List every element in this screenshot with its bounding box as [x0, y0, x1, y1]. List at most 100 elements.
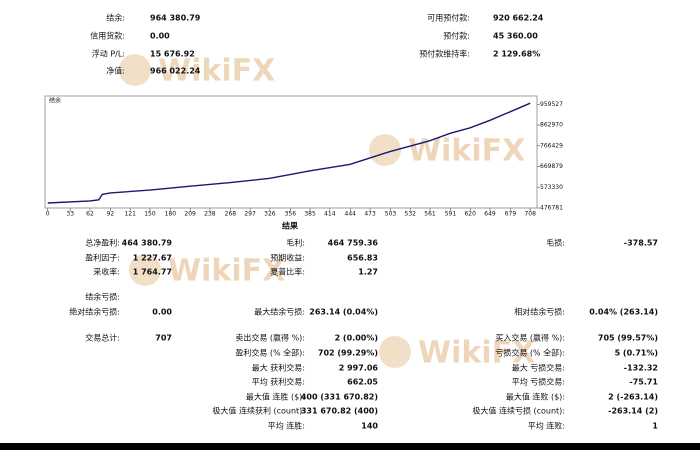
summary-value: 966 022.24 — [150, 67, 201, 76]
summary-label: 可用预付款: — [427, 13, 470, 23]
summary-value: 2 129.68% — [493, 50, 540, 59]
result-value: 705 (99.57%) — [598, 334, 658, 343]
summary-value: 15 676.92 — [150, 50, 195, 59]
x-tick-label: 297 — [244, 211, 256, 218]
x-tick-label: 591 — [445, 211, 457, 218]
result-value: 656.83 — [347, 254, 378, 263]
x-tick-label: 326 — [264, 211, 276, 218]
chart-frame — [44, 95, 538, 209]
watermark-logo — [379, 336, 411, 368]
y-tick-label: 669879 — [540, 163, 563, 170]
result-label: 平均 连胜: — [268, 421, 305, 431]
watermark: WikiFX — [408, 134, 525, 169]
y-tick-label: 476781 — [540, 205, 563, 212]
result-label: 绝对结余亏损: — [69, 307, 120, 317]
result-label: 最大 亏损交易: — [512, 363, 565, 373]
summary-label: 净值: — [106, 66, 125, 76]
summary-label: 预付款: — [443, 31, 470, 41]
result-value: 1 764.77 — [133, 268, 172, 277]
result-value: 702 (99.29%) — [318, 349, 378, 358]
x-tick-label: 649 — [484, 211, 496, 218]
watermark-logo — [129, 254, 161, 286]
watermark-logo — [119, 54, 151, 86]
summary-value: 920 662.24 — [493, 14, 544, 23]
result-label: 平均 连败: — [528, 421, 565, 431]
summary-label: 浮动 P/L: — [92, 49, 125, 59]
summary-value: 0.00 — [150, 32, 170, 41]
result-value: 662.05 — [347, 378, 378, 387]
result-label: 盈利因子: — [85, 253, 120, 263]
result-value: -378.57 — [624, 239, 658, 248]
result-label: 毛利: — [286, 238, 305, 248]
result-label: 最大值 连败 ($): — [506, 392, 565, 402]
result-value: -263.14 (2) — [608, 407, 658, 416]
watermark: WikiFX — [168, 254, 285, 289]
result-label: 交易总计: — [85, 333, 120, 343]
result-value: 331 670.82 (400) — [301, 407, 378, 416]
balance-line — [47, 102, 531, 204]
result-label: 最大结余亏损: — [254, 307, 305, 317]
summary-label: 结余: — [106, 13, 125, 23]
x-tick-label: 679 — [505, 211, 517, 218]
result-value: 140 — [361, 422, 378, 431]
result-label: 极大值 连续亏损 (count): — [472, 406, 565, 416]
summary-label: 预付款维持率: — [419, 49, 470, 59]
result-value: 2 (0.00%) — [335, 334, 378, 343]
y-tick-label: 862970 — [540, 122, 563, 129]
result-label: 卖出交易 (赢得 %): — [235, 333, 305, 343]
result-label: 平均 获利交易: — [252, 377, 305, 387]
watermark: WikiFX — [158, 54, 275, 89]
x-tick-label: 356 — [285, 211, 297, 218]
x-tick-label: 473 — [364, 211, 376, 218]
result-label: 盈利交易 (% 全部): — [235, 348, 305, 358]
result-label: 平均 亏损交易: — [512, 377, 565, 387]
x-tick-label: 0 — [46, 211, 50, 218]
x-tick-label: 385 — [304, 211, 316, 218]
result-value: 707 — [155, 334, 172, 343]
x-tick-label: 268 — [225, 211, 237, 218]
y-tick-label: 573330 — [540, 184, 563, 191]
result-value: 263.14 (0.04%) — [309, 308, 378, 317]
x-tick-label: 561 — [424, 211, 436, 218]
x-tick-label: 620 — [464, 211, 476, 218]
summary-label: 信用货款: — [90, 31, 125, 41]
bottom-bar — [0, 443, 700, 450]
x-tick-label: 532 — [405, 211, 417, 218]
x-tick-label: 209 — [184, 211, 196, 218]
x-tick-label: 150 — [144, 211, 156, 218]
result-value: 2 (-263.14) — [608, 393, 658, 402]
chart-title: 结余 — [49, 97, 61, 105]
result-value: 0.04% (263.14) — [589, 308, 658, 317]
result-label: 夏普比率: — [270, 267, 305, 277]
result-value: 1 — [652, 422, 658, 431]
x-tick-label: 444 — [345, 211, 357, 218]
result-label: 结余亏损: — [85, 292, 120, 302]
y-tick-label: 959527 — [540, 101, 563, 108]
result-value: 464 759.36 — [328, 239, 379, 248]
x-tick-label: 708 — [524, 211, 536, 218]
results-title: 结果 — [282, 221, 298, 231]
result-label: 买入交易 (赢得 %): — [495, 333, 565, 343]
result-label: 预期收益: — [270, 253, 305, 263]
x-tick-label: 180 — [165, 211, 177, 218]
y-tick-label: 766429 — [540, 142, 563, 149]
result-value: 1 227.67 — [133, 254, 172, 263]
result-value: 464 380.79 — [122, 239, 173, 248]
result-value: 5 (0.71%) — [615, 349, 658, 358]
result-value: -75.71 — [629, 378, 658, 387]
x-tick-label: 62 — [86, 211, 94, 218]
result-value: 400 (331 670.82) — [301, 393, 378, 402]
x-tick-label: 121 — [124, 211, 136, 218]
x-tick-label: 238 — [204, 211, 216, 218]
summary-value: 45 360.00 — [493, 32, 538, 41]
result-value: -132.32 — [624, 364, 658, 373]
result-label: 极大值 连续获利 (count): — [212, 406, 305, 416]
x-tick-label: 92 — [107, 211, 115, 218]
x-tick-label: 414 — [324, 211, 336, 218]
result-value: 1.27 — [358, 268, 378, 277]
summary-value: 964 380.79 — [150, 14, 201, 23]
watermark: WikiFX — [418, 336, 535, 371]
result-value: 2 997.06 — [339, 364, 379, 373]
